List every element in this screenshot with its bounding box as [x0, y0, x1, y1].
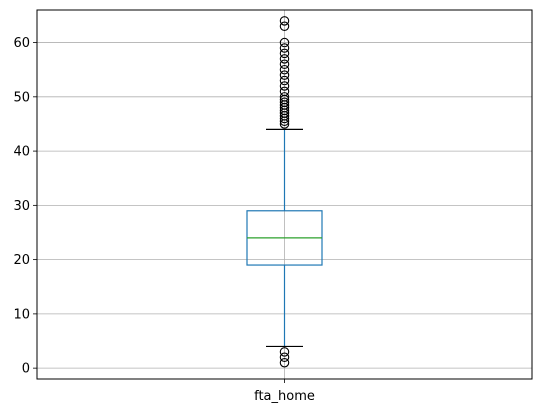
outlier-point	[279, 37, 290, 48]
axis-ticks: 0 10 20 30 40 50 60 fta_home	[13, 36, 314, 404]
outlier-point	[279, 70, 290, 80]
outlier-point	[279, 75, 290, 86]
y-tick-label: 20	[13, 253, 30, 268]
outlier-point	[279, 81, 290, 91]
outlier-point	[279, 59, 290, 70]
y-tick-label: 60	[13, 36, 30, 51]
outlier-point	[279, 43, 290, 53]
y-tick-label: 50	[13, 90, 30, 105]
outlier-point	[279, 16, 290, 26]
outlier-point	[279, 357, 290, 368]
outlier-point	[279, 92, 290, 102]
outlier-point	[279, 48, 290, 59]
x-tick-label: fta_home	[254, 389, 315, 404]
outlier-point	[279, 54, 290, 64]
outlier-point	[279, 347, 290, 357]
outlier-point	[279, 21, 290, 32]
box-fta_home	[246, 16, 323, 368]
y-tick-label: 10	[13, 307, 30, 322]
outlier-point	[279, 352, 290, 363]
outlier-point	[279, 86, 290, 97]
outlier-point	[279, 97, 290, 108]
y-tick-label: 30	[13, 199, 30, 214]
plot-area	[246, 16, 323, 368]
outlier-point	[279, 64, 290, 75]
y-tick-label: 40	[13, 145, 30, 160]
y-tick-label: 0	[22, 362, 30, 377]
